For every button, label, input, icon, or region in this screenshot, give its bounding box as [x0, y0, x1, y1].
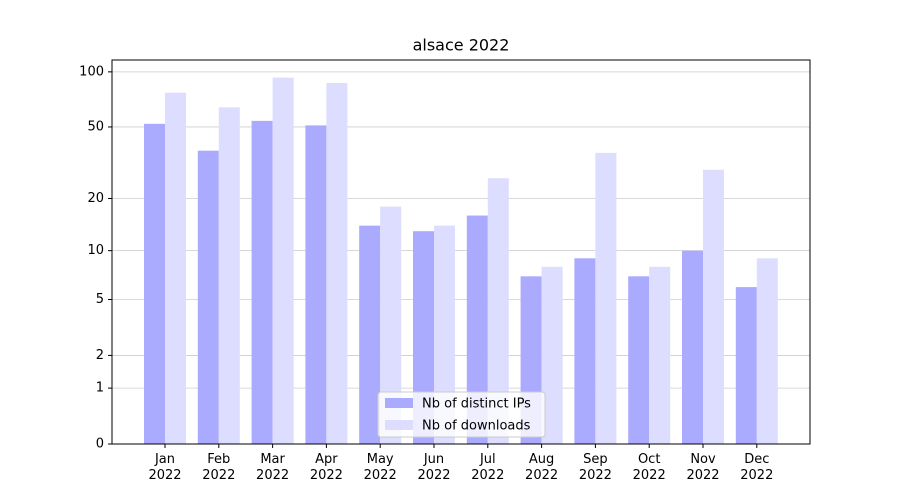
bar	[305, 125, 327, 445]
x-tick-label-box: May 2022	[363, 452, 397, 483]
bar	[574, 258, 596, 444]
bar	[595, 152, 617, 444]
x-tick-label-box: Jun 2022	[417, 452, 451, 483]
x-tick-label: Oct 2022	[632, 452, 666, 483]
x-tick-label: Mar 2022	[256, 452, 290, 483]
y-tick-label: 100	[79, 64, 104, 79]
bar	[326, 82, 348, 445]
bar	[380, 206, 402, 444]
y-tick-label: 0	[96, 437, 104, 452]
bar	[197, 150, 219, 444]
x-tick-label-box: Mar 2022	[256, 452, 290, 483]
bar	[413, 231, 434, 444]
y-tick-label: 10	[87, 243, 104, 258]
x-tick-label: Apr 2022	[309, 452, 343, 483]
bar	[756, 258, 778, 444]
x-tick-label: Sep 2022	[578, 452, 612, 483]
bar	[628, 276, 650, 444]
legend-swatch	[385, 398, 413, 408]
bar	[466, 215, 488, 444]
x-tick-label-box: Apr 2022	[309, 452, 343, 483]
y-tick-label: 50	[87, 119, 104, 134]
bar	[434, 225, 455, 444]
x-tick-label-box: Oct 2022	[632, 452, 666, 483]
y-tick-label: 1	[96, 381, 104, 396]
x-tick-label-box: Dec 2022	[740, 452, 774, 483]
bar	[165, 92, 186, 444]
x-tick-label: Jul 2022	[471, 452, 505, 483]
legend-swatch	[385, 420, 413, 430]
bar	[359, 225, 381, 444]
bar	[272, 77, 294, 444]
x-tick-label: Dec 2022	[740, 452, 774, 483]
bar	[487, 178, 509, 444]
legend-label: Nb of distinct IPs	[422, 397, 531, 412]
x-tick-label-box: Aug 2022	[525, 452, 559, 483]
bar	[251, 120, 273, 445]
bar	[703, 169, 724, 444]
x-tick-label: Feb 2022	[202, 452, 236, 483]
bar	[218, 107, 240, 445]
chart-title: alsace 2022	[413, 36, 510, 55]
legend-label: Nb of downloads	[422, 419, 531, 434]
x-tick-label: Aug 2022	[525, 452, 559, 483]
bar	[541, 266, 563, 444]
y-tick-label: 2	[96, 348, 104, 363]
y-tick-label: 20	[87, 191, 104, 206]
x-tick-label: Jan 2022	[148, 452, 182, 483]
x-tick-label-box: Jan 2022	[148, 452, 182, 483]
x-tick-label-box: Feb 2022	[202, 452, 236, 483]
bar	[144, 123, 165, 444]
legend: Nb of distinct IPs Nb of downloads	[377, 391, 546, 438]
x-tick-label-box: Sep 2022	[578, 452, 612, 483]
x-tick-label-box: Nov 2022	[686, 452, 720, 483]
legend-box	[377, 391, 546, 438]
bar	[735, 287, 757, 444]
x-tick-label: Nov 2022	[686, 452, 720, 483]
axes-frame	[111, 59, 811, 445]
x-tick-label: Jun 2022	[417, 452, 451, 483]
y-tick-label: 5	[96, 292, 104, 307]
bar	[682, 250, 703, 444]
bar	[649, 266, 671, 444]
x-tick-label-box: Jul 2022	[471, 452, 505, 483]
x-tick-label: May 2022	[363, 452, 397, 483]
